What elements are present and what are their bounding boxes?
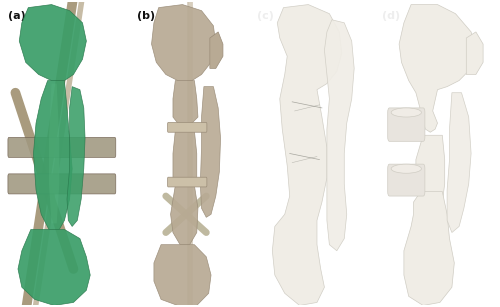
Ellipse shape (391, 108, 422, 117)
Polygon shape (399, 5, 476, 132)
Polygon shape (152, 5, 216, 80)
FancyBboxPatch shape (388, 108, 425, 141)
Text: (c): (c) (258, 11, 274, 21)
Polygon shape (466, 32, 483, 75)
Polygon shape (34, 80, 72, 230)
Text: (d): (d) (382, 11, 400, 21)
Text: (b): (b) (138, 11, 156, 21)
Polygon shape (404, 192, 454, 305)
FancyBboxPatch shape (168, 122, 207, 132)
FancyBboxPatch shape (168, 177, 207, 187)
Polygon shape (447, 93, 471, 232)
Polygon shape (173, 131, 197, 187)
Polygon shape (20, 5, 86, 80)
Text: (a): (a) (8, 11, 26, 21)
Polygon shape (154, 245, 211, 305)
Polygon shape (49, 84, 59, 223)
Polygon shape (67, 87, 85, 227)
Polygon shape (170, 185, 198, 245)
Polygon shape (324, 20, 354, 251)
Polygon shape (210, 32, 223, 68)
Polygon shape (18, 230, 90, 305)
Polygon shape (200, 87, 220, 217)
Polygon shape (272, 5, 342, 305)
Polygon shape (173, 80, 198, 126)
Ellipse shape (391, 164, 422, 173)
FancyBboxPatch shape (388, 164, 425, 196)
Polygon shape (416, 135, 444, 214)
FancyBboxPatch shape (8, 174, 116, 194)
FancyBboxPatch shape (8, 138, 116, 157)
